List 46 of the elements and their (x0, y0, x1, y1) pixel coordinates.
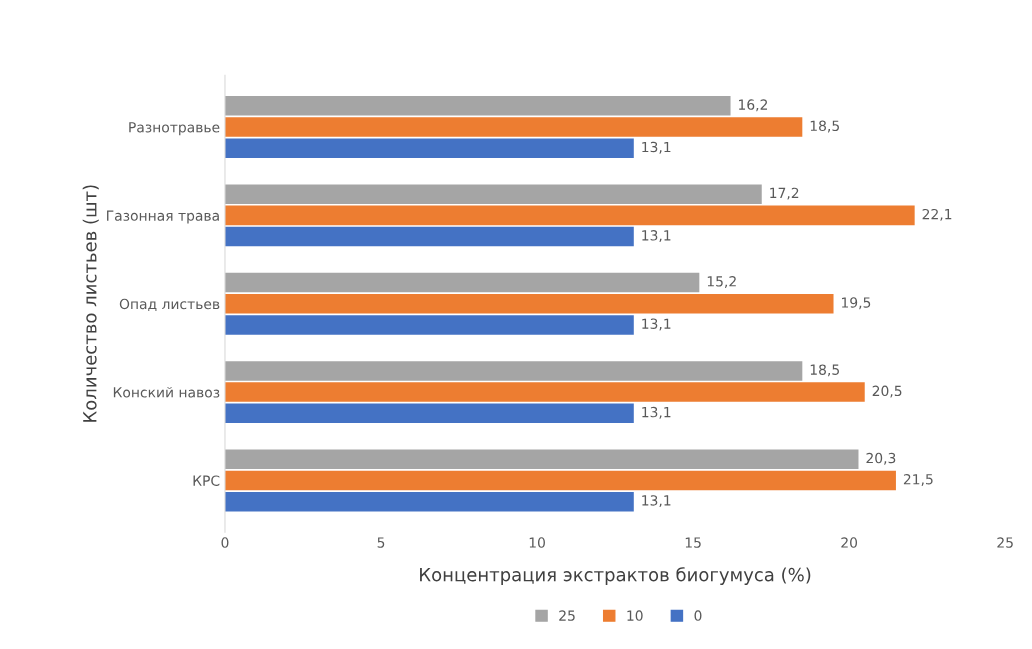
bar (224, 491, 634, 512)
x-axis-title: Концентрация экстрактов биогумуса (%) (420, 567, 811, 585)
bar (224, 403, 634, 424)
data-label: 17,2 (770, 187, 799, 200)
y-tick-label: КРС (193, 475, 220, 486)
legend-label: 10 (627, 610, 643, 621)
legend-label: 0 (694, 610, 702, 621)
data-label: 20,5 (872, 385, 902, 398)
bar (224, 470, 896, 491)
data-label: 20,3 (866, 452, 896, 465)
data-label: 19,5 (842, 297, 871, 310)
data-label: 13,1 (642, 230, 671, 243)
x-tick-label: 0 (221, 537, 229, 548)
y-tick-label: Конский навоз (113, 386, 220, 398)
data-label: 13,1 (642, 141, 671, 154)
bar (224, 361, 803, 381)
bar (224, 96, 731, 116)
data-label: 21,5 (903, 473, 933, 486)
y-axis-title: Количество листьев (шт) (82, 185, 99, 422)
x-tick-label: 20 (841, 537, 858, 548)
data-label: 13,1 (642, 318, 671, 331)
x-tick-label: 15 (685, 537, 701, 548)
y-tick-label: Разнотравье (129, 122, 220, 136)
data-label: 15,2 (707, 276, 736, 288)
data-label: 22,1 (922, 208, 952, 221)
bar (224, 226, 634, 247)
bar (224, 449, 859, 469)
x-tick-label: 10 (529, 537, 545, 548)
bar (224, 293, 834, 314)
data-label: 16,2 (739, 99, 768, 112)
bar (224, 184, 762, 204)
bar (224, 138, 634, 158)
bar (224, 272, 700, 293)
data-label: 13,1 (642, 406, 671, 419)
bar (224, 205, 915, 226)
data-label: 18,5 (810, 120, 839, 133)
data-label: 18,5 (810, 364, 839, 377)
legend-label: 25 (559, 610, 575, 621)
y-tick-label: Газонная трава (107, 210, 219, 224)
x-tick-label: 25 (997, 537, 1013, 548)
bar (224, 315, 634, 335)
x-tick-label: 5 (377, 537, 385, 548)
data-label: 13,1 (642, 495, 671, 508)
y-tick-label: Опад листьев (119, 298, 220, 311)
bar (224, 117, 803, 137)
bar (224, 382, 865, 402)
